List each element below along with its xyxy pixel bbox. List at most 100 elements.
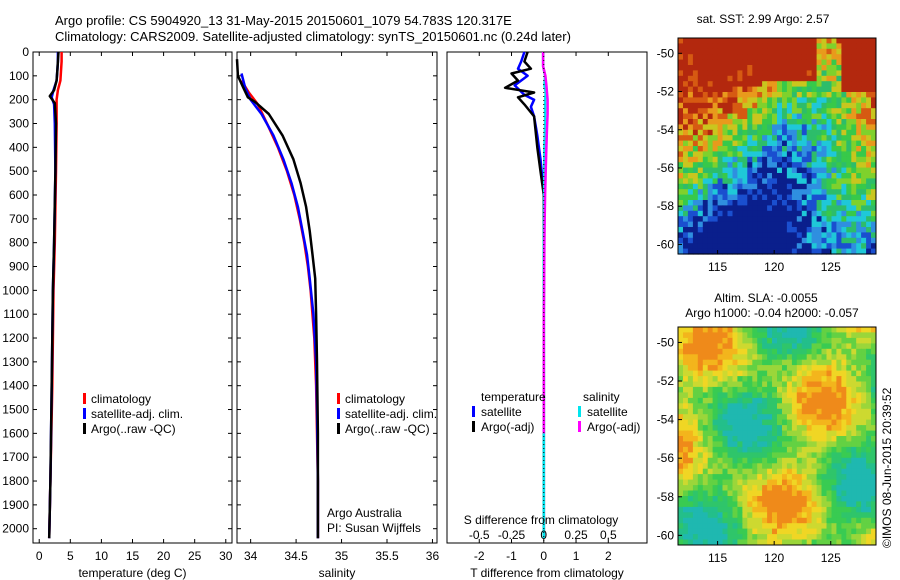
sst_map-cell <box>861 183 867 190</box>
sst_map-cell <box>821 102 827 109</box>
sla_map-cell <box>816 425 823 432</box>
sst_map-cell <box>683 86 689 93</box>
sst_map-cell <box>846 75 852 82</box>
sla_map-cell <box>816 528 823 535</box>
sst_map-cell <box>821 178 827 185</box>
sla_map-cell <box>697 479 704 486</box>
sla_map-cell <box>777 463 783 470</box>
sla_map-cell <box>816 365 823 372</box>
sst_map-cell <box>866 178 872 185</box>
sla_map-cell <box>732 425 738 432</box>
sst_map-cell <box>791 119 798 125</box>
sst_map-cell <box>856 102 862 109</box>
sla_map-cell <box>678 446 684 453</box>
sst_map-cell <box>836 237 842 244</box>
sst_map-cell <box>786 119 793 125</box>
sla_map-cell <box>846 463 852 470</box>
sst_map-cell <box>801 167 808 174</box>
sst_map-cell <box>707 173 714 179</box>
sst_map-cell <box>866 113 872 120</box>
sla_map-cell <box>836 441 842 448</box>
sst_map-cell <box>866 97 872 104</box>
sst_map-cell <box>692 81 699 88</box>
sst_map-cell <box>717 54 724 61</box>
sst_map-cell <box>816 92 823 98</box>
sst_map-cell <box>747 151 753 158</box>
sst_map-cell <box>712 81 719 88</box>
sst_map-cell <box>866 48 872 55</box>
sla_map-cell <box>762 430 768 437</box>
sst_map-cell <box>782 205 788 212</box>
sst_map-cell <box>811 135 818 142</box>
sla_map-cell <box>678 506 684 513</box>
sst_map-cell <box>856 119 862 125</box>
sla_map-cell <box>707 523 714 530</box>
sst_map-cell <box>821 108 827 115</box>
sst_map-cell <box>767 151 773 158</box>
sla_map-cell <box>747 425 753 432</box>
sla_map-cell <box>846 485 852 492</box>
sla_map-cell <box>742 419 748 426</box>
sla_map-cell <box>697 430 704 437</box>
sla_map-cell <box>757 419 763 426</box>
sst_map-cell <box>722 162 728 169</box>
sla_map-cell <box>772 332 778 339</box>
sla_map-cell <box>707 381 714 388</box>
sla_map-cell <box>871 446 877 453</box>
sla_map-cell <box>678 523 684 530</box>
sla_map-cell <box>777 343 783 350</box>
sst_map-cell <box>871 162 877 169</box>
sla_map-cell <box>866 348 872 355</box>
sst_map-cell <box>782 119 788 125</box>
sst_map-cell <box>702 216 709 223</box>
sst_map-cell <box>722 227 728 233</box>
sst_map-cell <box>727 205 733 212</box>
sst_map-cell <box>762 151 768 158</box>
sst_map-cell <box>678 237 684 244</box>
sst_map-cell <box>851 167 857 174</box>
sla_map-cell <box>866 425 872 432</box>
sla_map-cell <box>836 528 842 535</box>
sla_map-cell <box>851 408 857 415</box>
sla_map-cell <box>742 381 748 388</box>
sst_map-cell <box>841 194 847 201</box>
sst_map-cell <box>821 194 827 201</box>
sst_map-cell <box>697 119 704 125</box>
sst_map-cell <box>777 135 783 142</box>
sla_map-cell <box>722 332 728 339</box>
sla_map-cell <box>712 403 719 410</box>
sst_map-cell <box>831 205 837 212</box>
sla_map-cell <box>811 457 818 464</box>
difference-top-tick-label: 0 <box>540 528 547 542</box>
sla_map-cell <box>727 523 733 530</box>
sst_map-cell <box>717 113 724 120</box>
sla_map-cell <box>782 381 788 388</box>
sst_map-cell <box>737 183 743 190</box>
sst_map-cell <box>772 43 778 50</box>
sla_map-cell <box>841 452 847 459</box>
sla_map-cell <box>747 430 753 437</box>
sst_map-cell <box>712 119 719 125</box>
sla_map-cell <box>846 392 852 399</box>
sla_map-cell <box>692 506 699 513</box>
sst_map-cell <box>727 135 733 142</box>
sla_map-cell <box>836 463 842 470</box>
sst_map-cell <box>836 189 842 196</box>
sst_map-cell <box>767 232 773 239</box>
sst_map-cell <box>811 75 818 82</box>
sst_map-cell <box>786 38 793 44</box>
sst_map-cell <box>846 65 852 71</box>
sst_map-cell <box>866 81 872 88</box>
sla_map-cell <box>683 381 689 388</box>
sst_map-cell <box>782 146 788 152</box>
sst_map-cell <box>846 205 852 212</box>
sla_map-cell <box>702 490 709 497</box>
sla_map-cell <box>831 479 837 486</box>
sst_map-cell <box>801 232 808 239</box>
sla_map-cell <box>762 517 768 524</box>
sla_map-cell <box>786 512 793 519</box>
sla_map-cell <box>737 354 743 361</box>
sst_map-cell <box>722 194 728 201</box>
sst_map-cell <box>846 183 852 190</box>
sst_map-cell <box>846 54 852 61</box>
